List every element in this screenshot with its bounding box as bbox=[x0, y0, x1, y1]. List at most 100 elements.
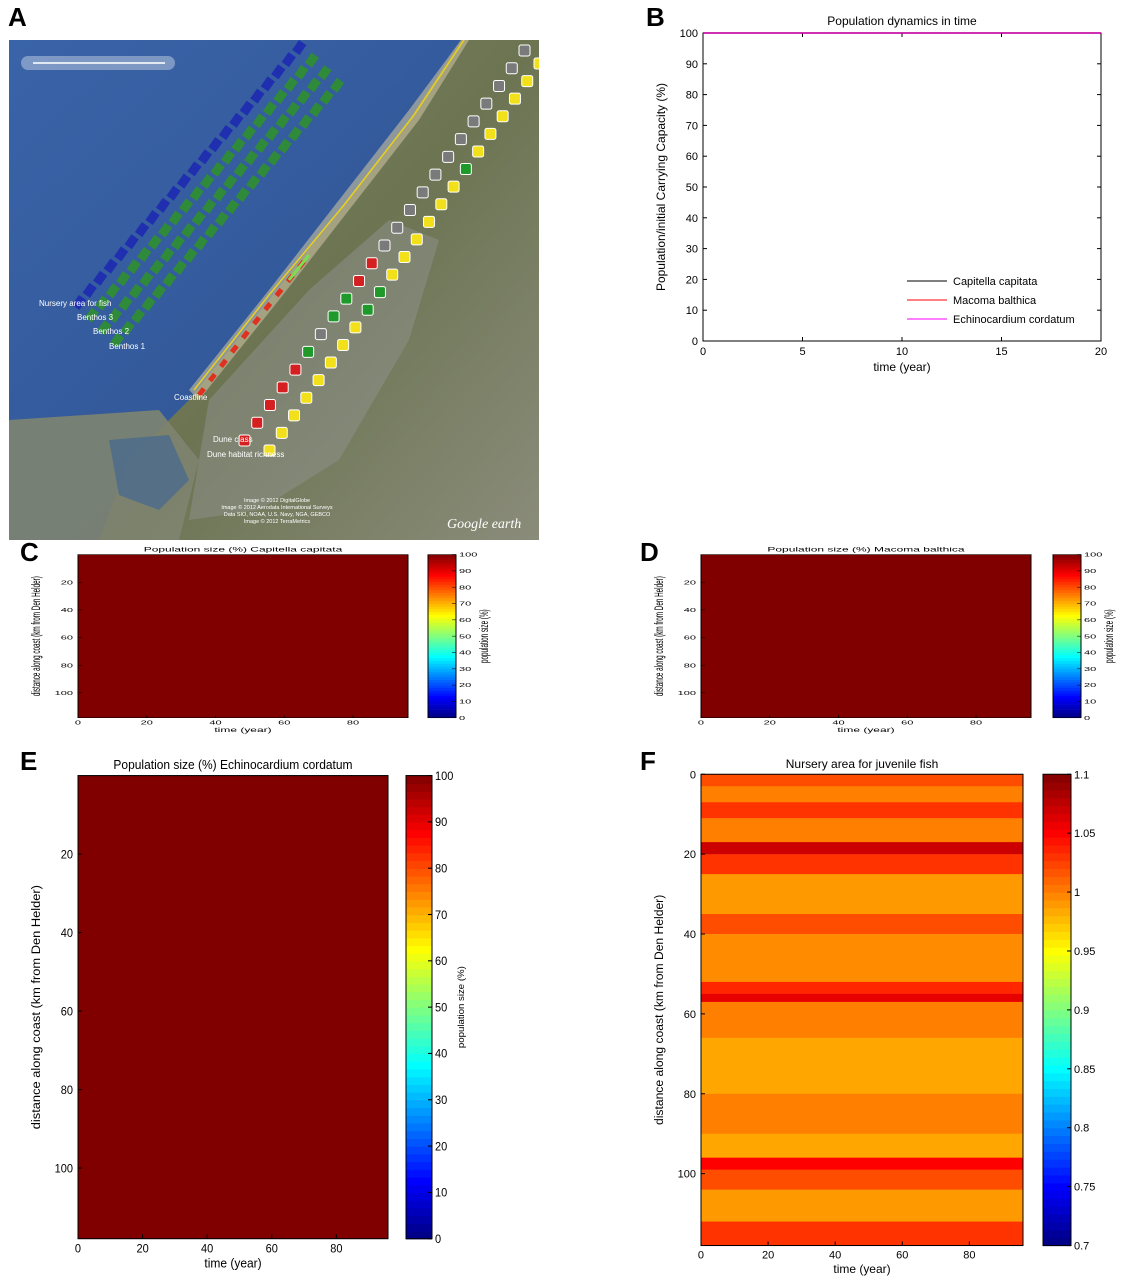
colorbar-tick-label: 20 bbox=[1084, 682, 1096, 689]
colorbar-segment bbox=[406, 922, 432, 931]
colorbar-segment bbox=[406, 976, 432, 985]
colorbar-segment bbox=[1053, 671, 1081, 675]
heatmap-cell bbox=[701, 554, 1031, 718]
dune-richness-marker bbox=[398, 251, 411, 263]
colorbar-tick-label: 1.05 bbox=[1074, 828, 1095, 840]
benthos-cell bbox=[162, 272, 177, 288]
map-overlay bbox=[72, 40, 539, 457]
colorbar-segment bbox=[428, 685, 456, 689]
chart-d: Population size (%) Macoma balthica 0 20 40… bbox=[653, 546, 1117, 734]
x-axis-label: time (year) bbox=[837, 727, 894, 734]
dune-richness-marker bbox=[496, 110, 509, 123]
benthos-cell bbox=[149, 259, 164, 275]
colorbar-segment bbox=[1053, 600, 1081, 604]
colorbar-segment bbox=[406, 1184, 432, 1194]
colorbar-segment bbox=[406, 1107, 432, 1116]
colorbar-tick-label: 90 bbox=[1084, 568, 1096, 575]
colorbar-segment bbox=[1053, 715, 1081, 719]
benthos-cell bbox=[243, 150, 259, 166]
y-tick-label: 0 bbox=[692, 336, 698, 348]
dune-richness-marker bbox=[337, 338, 350, 351]
colorbar-segment bbox=[406, 960, 432, 970]
colorbar-segment bbox=[1043, 1190, 1071, 1200]
dune-richness-marker bbox=[472, 145, 485, 158]
colorbar-tick-label: 0.85 bbox=[1074, 1064, 1095, 1076]
colorbar-segment bbox=[406, 1022, 432, 1031]
panel-letter-f: F bbox=[640, 746, 656, 776]
panel-letter-d: D bbox=[640, 537, 659, 567]
heatmap-band bbox=[701, 854, 1023, 875]
colorbar-segment bbox=[428, 647, 456, 651]
colorbar-segment bbox=[1043, 1009, 1071, 1019]
chart-b: Population dynamics in time 0 5 10 15 20 0 10 20… bbox=[654, 14, 1107, 374]
colorbar-label: population size (%) bbox=[1103, 609, 1117, 663]
colorbar-segment bbox=[428, 715, 456, 719]
colorbar-segment bbox=[1043, 860, 1071, 870]
colorbar-segment bbox=[1043, 876, 1071, 885]
colorbar-segment bbox=[1043, 1064, 1071, 1074]
colorbar-label: population size (%) bbox=[456, 966, 466, 1048]
y-tick-label: 0 bbox=[690, 769, 696, 781]
colorbar-tick-label: 0 bbox=[459, 715, 465, 722]
x-tick-label: 15 bbox=[995, 346, 1007, 358]
x-tick-label: 60 bbox=[266, 1243, 278, 1255]
x-tick-label: 60 bbox=[896, 1250, 908, 1262]
panel-letter-b: B bbox=[646, 2, 665, 32]
colorbar-segment bbox=[1043, 1025, 1071, 1035]
colorbar-segment bbox=[406, 1045, 432, 1055]
benthos-cell bbox=[267, 150, 282, 166]
benthos-cell bbox=[304, 52, 319, 68]
dune-richness-marker bbox=[263, 444, 276, 457]
benthos-cell bbox=[141, 296, 156, 312]
dune-richness-marker bbox=[300, 391, 313, 404]
colorbar-segment bbox=[1043, 1096, 1071, 1105]
y-tick-label: 60 bbox=[61, 634, 73, 641]
colorbar-segment bbox=[406, 968, 432, 977]
benthos-cell bbox=[223, 174, 238, 190]
colorbar-segment bbox=[406, 1092, 432, 1101]
colorbar-segment bbox=[1053, 704, 1081, 708]
colorbar-segment bbox=[1043, 1127, 1071, 1137]
y-tick-label: 20 bbox=[684, 849, 696, 861]
dune-class-marker bbox=[251, 416, 264, 429]
dune-class-marker bbox=[403, 204, 416, 217]
benthos-cell bbox=[273, 89, 288, 105]
colorbar-segment bbox=[406, 1115, 432, 1124]
benthos-cell bbox=[319, 89, 334, 105]
x-tick-label: 20 bbox=[764, 719, 776, 726]
dune-class-marker bbox=[391, 221, 404, 234]
benthos-cell bbox=[95, 295, 110, 311]
colorbar-segment bbox=[1053, 614, 1081, 618]
colorbar-segment bbox=[1043, 844, 1071, 854]
colorbar-segment bbox=[1053, 693, 1081, 697]
colorbar-tick-label: 100 bbox=[459, 551, 477, 558]
benthos-cell bbox=[296, 89, 311, 105]
benthos-cell bbox=[139, 271, 154, 287]
colorbar-tick-label: 10 bbox=[1084, 698, 1096, 705]
y-axis-label: distance along coast (km from Den Helder… bbox=[29, 885, 43, 1129]
colorbar-tick-label: 40 bbox=[1084, 649, 1096, 656]
x-axis-label: time (year) bbox=[214, 727, 271, 734]
colorbar-segment bbox=[406, 1215, 432, 1224]
chart-f-plot: Nursery area for juvenile fish 0 20 40 60 80 0… bbox=[652, 757, 1095, 1276]
colorbar-segment bbox=[406, 875, 432, 885]
colorbar-tick-label: 0.75 bbox=[1074, 1182, 1095, 1194]
benthos-cell bbox=[168, 210, 183, 226]
benthos-cell bbox=[137, 246, 152, 262]
colorbar-segment bbox=[428, 628, 456, 632]
colorbar-segment bbox=[1053, 712, 1081, 716]
colorbar-segment bbox=[1043, 1002, 1071, 1011]
colorbar-segment bbox=[428, 706, 456, 710]
heatmap-band bbox=[701, 1093, 1023, 1135]
colorbar-tick-label: 0.95 bbox=[1074, 946, 1095, 958]
colorbar-segment bbox=[1043, 986, 1071, 995]
map-label-dune-habitat: Dune habitat richness bbox=[207, 450, 284, 459]
benthos-cell bbox=[210, 161, 225, 177]
heatmap-band bbox=[701, 1001, 1023, 1039]
y-tick-label: 70 bbox=[686, 120, 698, 132]
colorbar-segment bbox=[1053, 611, 1081, 615]
colorbar-segment bbox=[406, 1099, 432, 1109]
chart-c-plot: Population size (%) Capitella capitata 0 2… bbox=[30, 546, 492, 734]
colorbar-segment bbox=[1053, 576, 1081, 580]
colorbar-tick-label: 40 bbox=[459, 649, 471, 656]
